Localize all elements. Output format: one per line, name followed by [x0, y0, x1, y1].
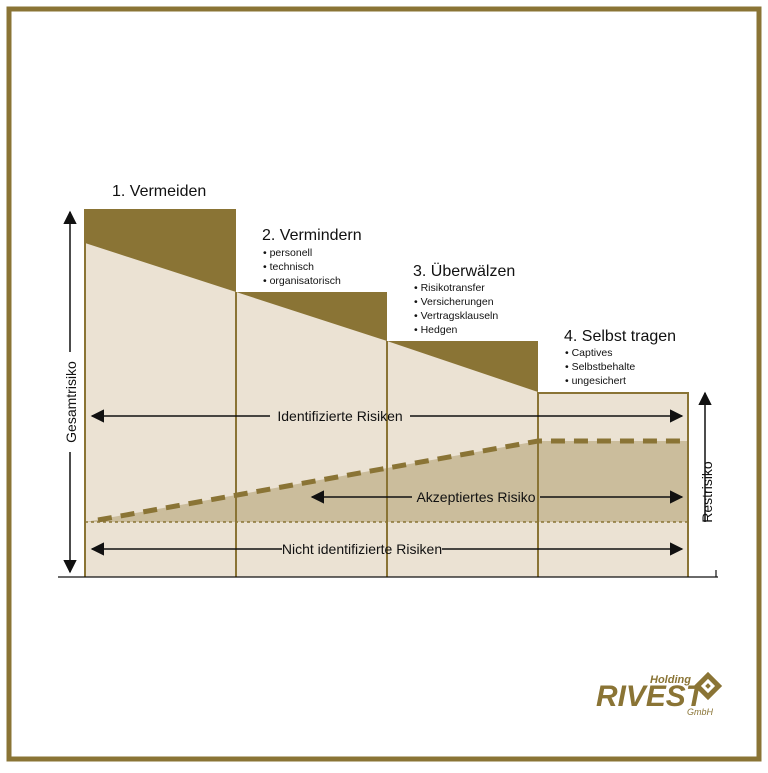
logo-diamond-icon [693, 671, 723, 701]
outer-border [6, 6, 762, 762]
rivest-logo: Holding RIVEST GmbH [596, 671, 723, 717]
list-item: • personell [263, 247, 312, 259]
right-axis-label: Restrisiko [699, 461, 715, 523]
stage-4-outline [538, 392, 689, 577]
stage-dividers [84, 209, 539, 577]
logo-name: RIVEST [596, 680, 707, 713]
list-item: • Risikotransfer [414, 282, 485, 294]
stage-3-title: 3. Überwälzen [413, 262, 515, 280]
identified-label: Identifizierte Risiken [277, 408, 402, 424]
list-item: • Vertragsklauseln [414, 310, 498, 322]
stage-4-items: • Captives • Selbstbehalte • ungesichert [565, 347, 635, 387]
not-identified-label: Nicht identifizierte Risiken [282, 541, 442, 557]
list-item: • Selbstbehalte [565, 361, 635, 373]
list-item: • Captives [565, 347, 612, 359]
logo-suffix: GmbH [687, 707, 714, 717]
list-item: • Hedgen [414, 324, 458, 336]
list-item: • technisch [263, 261, 314, 273]
stage-3-items: • Risikotransfer • Versicherungen • Vert… [414, 282, 498, 336]
stage-1-title: 1. Vermeiden [112, 183, 206, 200]
accepted-risk-line [97, 438, 688, 523]
accepted-label: Akzeptiertes Risiko [416, 489, 535, 505]
logo-holding: Holding [650, 674, 691, 686]
stage-2-title: 2. Vermindern [262, 227, 362, 244]
y-axis-label: Gesamtrisiko [63, 361, 79, 443]
list-item: • Versicherungen [414, 296, 494, 308]
list-item: • organisatorisch [263, 275, 341, 287]
stage-2-items: • personell • technisch • organisatorisc… [263, 247, 341, 287]
list-item: • ungesichert [565, 375, 626, 387]
stage-4-title: 4. Selbst tragen [564, 328, 676, 345]
